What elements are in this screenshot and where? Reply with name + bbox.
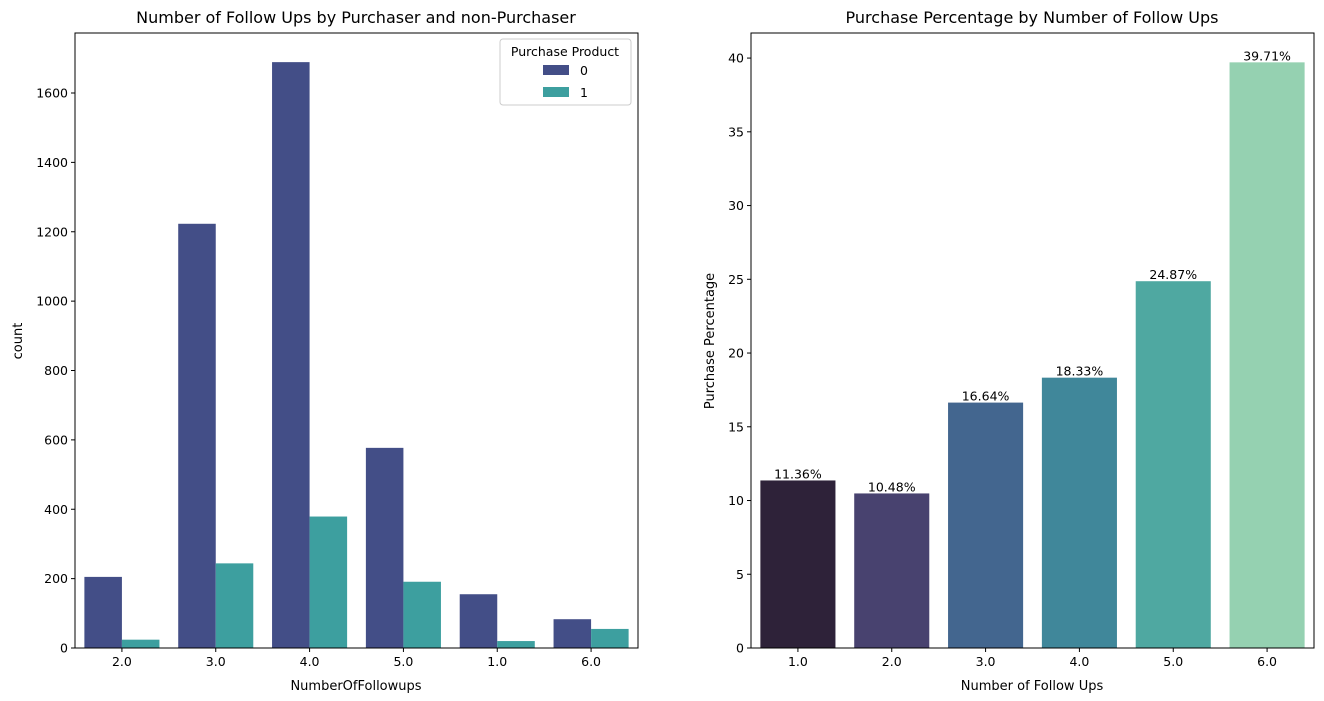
y-tick-label: 1400 [36, 155, 68, 170]
data-label: 39.71% [1243, 48, 1291, 63]
bar-3.0-series-1 [215, 563, 254, 648]
bar-3.0-series-0 [178, 223, 216, 649]
x-tick-label: 2.0 [882, 654, 902, 669]
bar-2.0-series-1 [121, 639, 160, 648]
legend-swatch-0 [543, 65, 569, 75]
y-tick-label: 15 [728, 419, 744, 434]
legend-title: Purchase Product [511, 44, 619, 59]
bar-4.0 [1041, 377, 1117, 648]
chart-followups-count: Number of Follow Ups by Purchaser and no… [11, 8, 639, 694]
x-tick-label: 5.0 [1163, 654, 1183, 669]
chart-purchase-percentage: Purchase Percentage by Number of Follow … [703, 8, 1315, 694]
y-axis-ticks: 0 200 400 600 800 1000 1200 1400 1600 [36, 86, 75, 656]
bar-4.0-series-1 [309, 516, 348, 648]
x-tick-label: 2.0 [112, 654, 132, 669]
x-tick-label: 1.0 [788, 654, 808, 669]
x-axis-ticks: 1.0 2.0 3.0 4.0 5.0 6.0 [788, 648, 1277, 669]
bar-2.0-series-0 [84, 576, 122, 648]
plot-frame [74, 32, 639, 649]
y-tick-label: 5 [736, 567, 744, 582]
y-tick-label: 600 [44, 432, 68, 447]
x-tick-label: 4.0 [1069, 654, 1089, 669]
x-tick-label: 6.0 [1257, 654, 1277, 669]
x-tick-label: 5.0 [393, 654, 413, 669]
data-label: 10.48% [868, 479, 916, 494]
y-tick-label: 1200 [36, 224, 68, 239]
bar-5.0 [1135, 281, 1211, 648]
y-tick-label: 200 [44, 571, 68, 586]
bars-group [760, 62, 1305, 648]
x-tick-label: 3.0 [206, 654, 226, 669]
y-tick-label: 25 [728, 272, 744, 287]
x-axis-label: NumberOfFollowups [290, 679, 421, 694]
y-tick-label: 1600 [36, 86, 68, 101]
bar-1.0-series-1 [497, 641, 535, 648]
y-tick-label: 1000 [36, 294, 68, 309]
bars-group [84, 62, 629, 649]
y-tick-label: 0 [60, 641, 68, 656]
bar-6.0 [1229, 62, 1305, 648]
y-tick-label: 35 [728, 124, 744, 139]
data-label: 24.87% [1149, 267, 1197, 282]
plot-frame [750, 32, 1315, 649]
bar-6.0-series-0 [553, 619, 592, 648]
bar-6.0-series-1 [591, 628, 629, 648]
legend-swatch-1 [543, 87, 569, 97]
data-labels: 11.36% 10.48% 16.64% 18.33% 24.87% 39.71% [774, 48, 1291, 494]
bar-2.0 [854, 493, 930, 648]
y-tick-label: 400 [44, 502, 68, 517]
bar-5.0-series-1 [403, 581, 441, 648]
y-axis-label: count [11, 323, 26, 360]
data-label: 16.64% [962, 389, 1010, 404]
x-tick-label: 1.0 [487, 654, 507, 669]
x-tick-label: 6.0 [581, 654, 601, 669]
x-axis-ticks: 2.0 3.0 4.0 5.0 1.0 6.0 [112, 648, 601, 669]
legend: Purchase Product 0 1 [499, 38, 632, 106]
bar-3.0 [948, 402, 1024, 648]
chart-title: Purchase Percentage by Number of Follow … [846, 8, 1219, 27]
y-tick-label: 0 [736, 641, 744, 656]
legend-label-1: 1 [580, 85, 588, 100]
y-tick-label: 40 [728, 51, 744, 66]
x-axis-label: Number of Follow Ups [961, 679, 1104, 694]
y-axis-ticks: 0 5 10 15 20 25 30 35 40 [728, 51, 751, 656]
bar-1.0-series-0 [459, 594, 498, 648]
y-tick-label: 20 [728, 346, 744, 361]
data-label: 18.33% [1056, 364, 1104, 379]
x-tick-label: 4.0 [300, 654, 320, 669]
bar-1.0 [760, 480, 836, 648]
bar-5.0-series-0 [365, 447, 404, 648]
y-tick-label: 800 [44, 363, 68, 378]
data-label: 11.36% [774, 466, 822, 481]
bar-4.0-series-0 [272, 62, 310, 648]
chart-title: Number of Follow Ups by Purchaser and no… [136, 8, 576, 27]
y-axis-label: Purchase Percentage [703, 273, 718, 409]
legend-label-0: 0 [580, 63, 588, 78]
y-tick-label: 30 [728, 198, 744, 213]
x-tick-label: 3.0 [976, 654, 996, 669]
y-tick-label: 10 [728, 493, 744, 508]
